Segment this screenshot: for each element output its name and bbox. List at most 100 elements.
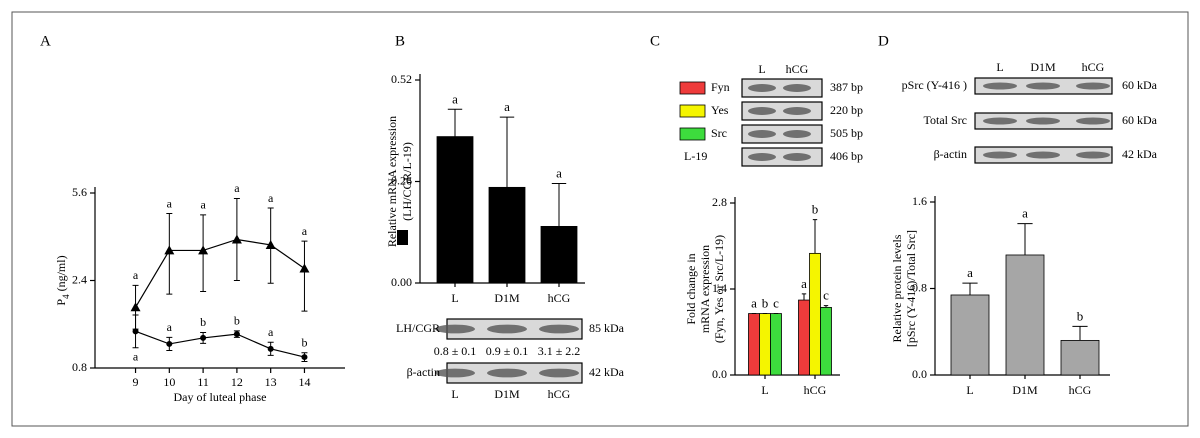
gel-size: 406 bp — [830, 149, 863, 163]
x-tick-label: L — [451, 291, 458, 305]
x-tick-label: 12 — [231, 375, 243, 389]
y-axis-label: Relative mRNA expression — [385, 116, 399, 247]
marker — [198, 245, 209, 255]
significance-letter: b — [812, 202, 819, 217]
significance-letter: a — [234, 181, 240, 195]
blot-band — [1026, 117, 1060, 125]
blot-size: 60 kDa — [1122, 78, 1158, 92]
x-tick-label: 9 — [133, 375, 139, 389]
marker — [166, 340, 173, 347]
bar — [770, 313, 782, 376]
x-tick-label: hCG — [1069, 383, 1092, 397]
y-label-sub: 4 — [61, 294, 71, 299]
blot-band — [435, 368, 475, 378]
x-tick-label: D1M — [1012, 383, 1038, 397]
blot-band — [783, 153, 811, 161]
blot-band — [783, 107, 811, 115]
series-line — [135, 238, 305, 308]
gel-size: 505 bp — [830, 126, 863, 140]
gel-label: L-19 — [684, 149, 707, 163]
panel-label: A — [40, 33, 51, 49]
gel-size: 387 bp — [830, 80, 863, 94]
y-axis-label: (Fyn, Yes or Src/L-19) — [712, 235, 726, 343]
y-tick-label: 0.52 — [391, 72, 412, 86]
bar — [798, 299, 810, 376]
x-axis-label: Day of luteal phase — [174, 390, 267, 404]
y-tick-label: 2.8 — [712, 195, 727, 209]
bar — [436, 136, 474, 284]
marker — [301, 354, 308, 361]
blot-label: β-actin — [407, 365, 440, 379]
marker — [265, 239, 276, 249]
legend-label: Src — [711, 126, 727, 140]
significance-letter: a — [801, 276, 807, 291]
bar — [488, 186, 526, 284]
marker — [299, 263, 310, 273]
lane-label: hCG — [548, 387, 571, 401]
legend-swatch — [397, 230, 408, 245]
panel-label: B — [395, 33, 405, 49]
x-tick-label: 11 — [197, 375, 209, 389]
y-tick-label: 0.26 — [391, 173, 412, 187]
gel-size: 220 bp — [830, 103, 863, 117]
quantification: 0.9 ± 0.1 — [486, 344, 529, 358]
y-tick-label: 0.0 — [712, 367, 727, 381]
blot-label: β-actin — [934, 147, 967, 161]
blot-band — [1026, 151, 1060, 159]
blot-band — [539, 324, 579, 334]
error-bar — [812, 219, 818, 254]
bar — [809, 252, 821, 376]
blot-box — [741, 101, 823, 121]
blot-size: 85 kDa — [589, 321, 625, 335]
error-bar — [499, 116, 515, 188]
significance-letter: c — [773, 296, 779, 311]
blot-band — [1026, 82, 1060, 90]
bar — [540, 225, 578, 284]
bar — [950, 294, 990, 376]
y-label-rest: (ng/ml) — [54, 255, 68, 294]
significance-letter: a — [751, 296, 757, 311]
y-axis-label: mRNA expression — [698, 245, 712, 333]
x-tick-label: L — [761, 383, 768, 397]
y-tick-label: 0.00 — [391, 275, 412, 289]
blot-band — [783, 130, 811, 138]
blot-band — [748, 153, 776, 161]
blot-band — [539, 368, 579, 378]
blot-band — [748, 107, 776, 115]
significance-letter: b — [200, 315, 206, 329]
error-bar — [551, 182, 567, 227]
significance-letter: a — [302, 224, 308, 238]
blot-box — [741, 147, 823, 167]
blot-label: LH/CGR — [396, 321, 440, 335]
panel-label: D — [878, 33, 889, 49]
legend-swatch — [679, 81, 706, 95]
significance-letter: a — [556, 165, 562, 180]
error-bar — [1072, 325, 1088, 341]
blot-band — [487, 368, 527, 378]
y-tick-label: 2.4 — [72, 272, 87, 286]
lane-label: hCG — [1082, 60, 1105, 74]
significance-letter: a — [1022, 206, 1028, 221]
blot-label: Total Src — [924, 113, 967, 127]
marker — [267, 345, 274, 352]
y-tick-label: 0.0 — [912, 367, 927, 381]
blot-size: 42 kDa — [589, 365, 625, 379]
blot-band — [783, 84, 811, 92]
blot-band — [748, 84, 776, 92]
legend-swatch — [679, 104, 706, 118]
legend-label: Fyn — [711, 80, 730, 94]
lane-label: hCG — [786, 62, 809, 76]
significance-letter: a — [967, 265, 973, 280]
y-tick-label: 5.6 — [72, 185, 87, 199]
significance-letter: b — [234, 314, 240, 328]
marker — [231, 234, 242, 244]
quantification: 0.8 ± 0.1 — [434, 344, 477, 358]
blot-band — [748, 130, 776, 138]
marker — [130, 302, 141, 312]
x-tick-label: D1M — [494, 291, 520, 305]
significance-letter: a — [452, 91, 458, 106]
legend-swatch — [679, 127, 706, 141]
error-bar — [801, 293, 807, 301]
bar — [1005, 254, 1045, 376]
